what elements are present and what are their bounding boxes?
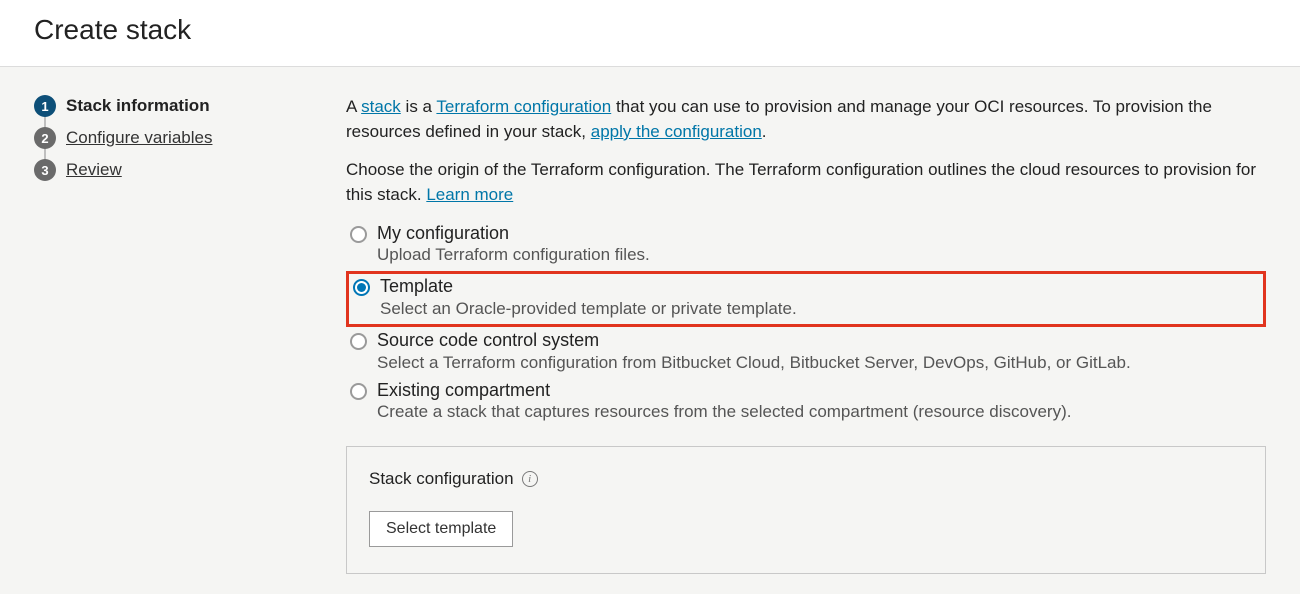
- learn-more-link[interactable]: Learn more: [426, 185, 513, 204]
- option-title: Template: [380, 276, 797, 298]
- intro-prefix: A: [346, 97, 361, 116]
- step-label: Configure variables: [66, 128, 212, 148]
- radio-icon[interactable]: [353, 279, 370, 296]
- option-template[interactable]: Template Select an Oracle-provided templ…: [346, 271, 1266, 327]
- step-review[interactable]: 3 Review: [34, 159, 346, 181]
- step-label: Review: [66, 160, 122, 180]
- intro-text: A stack is a Terraform configuration tha…: [346, 95, 1266, 144]
- step-badge: 1: [34, 95, 56, 117]
- config-heading-row: Stack configuration i: [369, 469, 1243, 489]
- radio-icon[interactable]: [350, 226, 367, 243]
- step-stack-information[interactable]: 1 Stack information: [34, 95, 346, 117]
- config-heading: Stack configuration: [369, 469, 514, 489]
- page-header: Create stack: [0, 0, 1300, 67]
- radio-icon[interactable]: [350, 383, 367, 400]
- option-text: Existing compartment Create a stack that…: [377, 380, 1071, 424]
- option-title: Existing compartment: [377, 380, 1071, 402]
- apply-config-link[interactable]: apply the configuration: [591, 122, 762, 141]
- page-title: Create stack: [34, 14, 1266, 46]
- step-label: Stack information: [66, 96, 210, 116]
- terraform-config-link[interactable]: Terraform configuration: [436, 97, 611, 116]
- wizard-steps: 1 Stack information 2 Configure variable…: [34, 95, 346, 574]
- page-root: Create stack 1 Stack information 2 Confi…: [0, 0, 1300, 594]
- stack-link[interactable]: stack: [361, 97, 401, 116]
- intro-mid1: is a: [401, 97, 437, 116]
- select-template-button[interactable]: Select template: [369, 511, 513, 547]
- option-text: Template Select an Oracle-provided templ…: [380, 276, 797, 320]
- info-icon[interactable]: i: [522, 471, 538, 487]
- step-badge: 2: [34, 127, 56, 149]
- origin-text: Choose the origin of the Terraform confi…: [346, 158, 1266, 207]
- content-area: 1 Stack information 2 Configure variable…: [0, 67, 1300, 594]
- step-badge: 3: [34, 159, 56, 181]
- option-desc: Upload Terraform configuration files.: [377, 244, 650, 266]
- option-desc: Select a Terraform configuration from Bi…: [377, 352, 1131, 374]
- radio-icon[interactable]: [350, 333, 367, 350]
- option-existing-compartment[interactable]: Existing compartment Create a stack that…: [346, 379, 1266, 427]
- option-text: My configuration Upload Terraform config…: [377, 223, 650, 267]
- main-panel: A stack is a Terraform configuration tha…: [346, 95, 1266, 574]
- option-my-configuration[interactable]: My configuration Upload Terraform config…: [346, 222, 1266, 270]
- option-desc: Create a stack that captures resources f…: [377, 401, 1071, 423]
- option-desc: Select an Oracle-provided template or pr…: [380, 298, 797, 320]
- option-text: Source code control system Select a Terr…: [377, 330, 1131, 374]
- option-source-control[interactable]: Source code control system Select a Terr…: [346, 329, 1266, 377]
- option-title: My configuration: [377, 223, 650, 245]
- stack-configuration-box: Stack configuration i Select template: [346, 446, 1266, 574]
- intro-suffix: .: [762, 122, 767, 141]
- step-configure-variables[interactable]: 2 Configure variables: [34, 127, 346, 149]
- option-title: Source code control system: [377, 330, 1131, 352]
